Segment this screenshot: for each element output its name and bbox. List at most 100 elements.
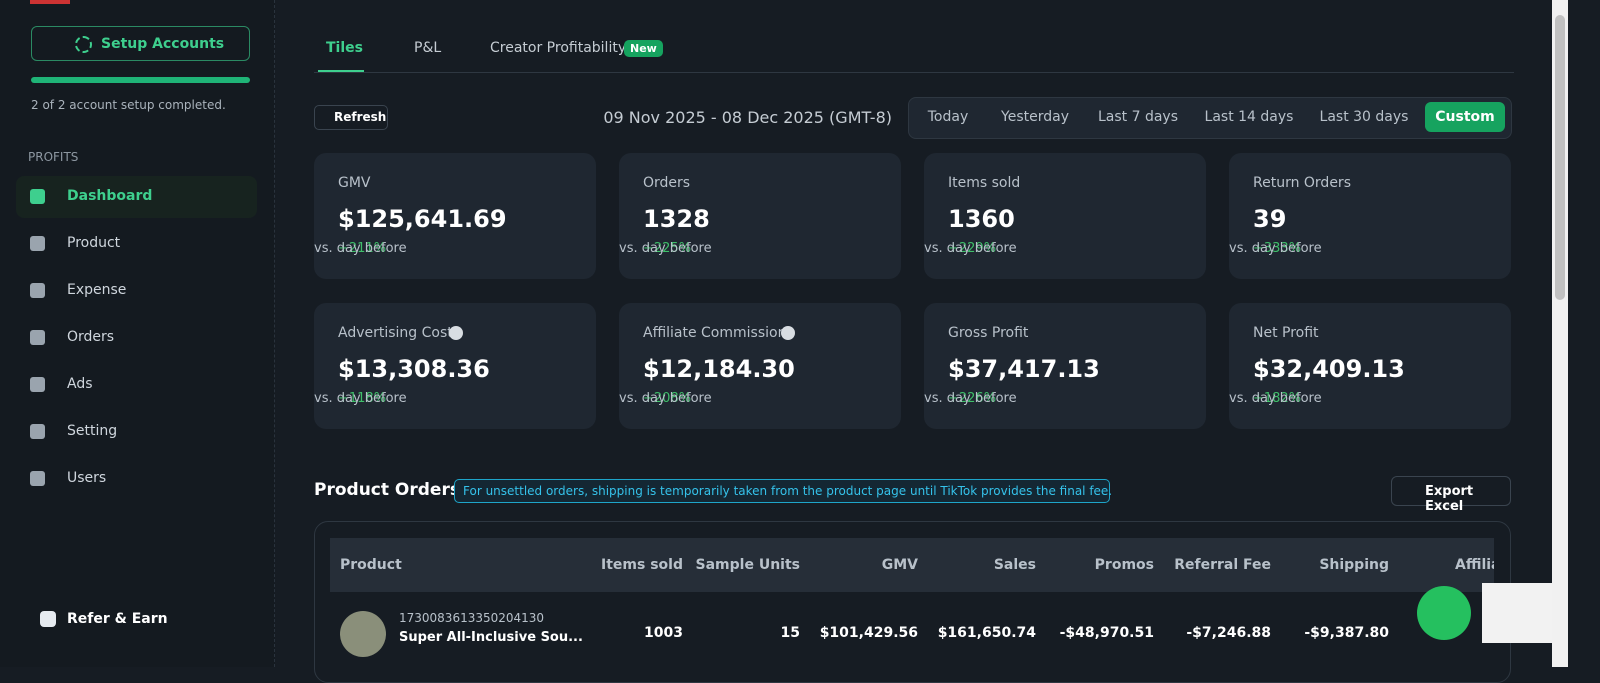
metric-change: +225% — [643, 241, 692, 256]
nav-label: Product — [67, 235, 121, 251]
metric-tile: Net Profit $32,409.13 +182% vs. day before — [1229, 303, 1511, 429]
metric-compare: vs. day before — [924, 241, 1017, 256]
metric-value: $37,417.13 — [948, 355, 1100, 383]
export-label: Export Excel — [1425, 484, 1474, 514]
nav-icon — [30, 236, 45, 251]
nav-item[interactable]: Expense — [16, 270, 257, 312]
metric-tile: GMV $125,641.69 +211% vs. day before — [314, 153, 596, 279]
tab[interactable]: P&L — [414, 40, 442, 56]
range-option[interactable]: Last 30 days — [1319, 109, 1409, 125]
metric-compare: vs. day before — [1229, 241, 1322, 256]
nav-icon — [30, 283, 45, 298]
metric-label: Advertising Cost — [338, 325, 453, 341]
table-cell: 15 — [780, 625, 800, 641]
metric-compare: vs. day before — [314, 391, 407, 406]
metric-compare: vs. day before — [314, 241, 407, 256]
nav-icon — [30, 189, 45, 204]
metric-compare: vs. day before — [1229, 391, 1322, 406]
range-group — [908, 97, 1512, 139]
product-name: Super All-Inclusive Sou... — [399, 630, 583, 645]
table-header-cell: Items sold — [601, 557, 683, 573]
nav-item[interactable]: Product — [16, 223, 257, 265]
export-button[interactable]: Export Excel — [1391, 476, 1511, 514]
note: For unsettled orders, shipping is tempor… — [454, 479, 1113, 503]
note-text: For unsettled orders, shipping is tempor… — [463, 484, 1113, 498]
metric-label: Orders — [643, 175, 691, 191]
metric-compare: vs. day before — [619, 241, 712, 256]
metric-change: +118% — [338, 391, 387, 406]
nav-icon — [30, 330, 45, 345]
metric-value: $13,308.36 — [338, 355, 490, 383]
setup-icon — [75, 36, 92, 53]
tab[interactable]: Tiles — [326, 40, 363, 56]
metric-value: 1360 — [948, 205, 1015, 233]
nav-icon — [30, 424, 45, 439]
metric-compare: vs. day before — [619, 391, 712, 406]
nav-label: Dashboard — [67, 188, 153, 204]
metric-label: GMV — [338, 175, 371, 191]
table-header-cell: Sales — [993, 557, 1036, 573]
tab-divider — [314, 72, 1514, 73]
table-header-cell: Product — [340, 557, 402, 573]
metric-value: $125,641.69 — [338, 205, 507, 233]
range-option[interactable]: Custom — [1435, 109, 1495, 125]
info-icon — [781, 326, 795, 340]
table-cell: -$48,970.51 — [1059, 625, 1154, 641]
table-header — [330, 538, 1494, 592]
metric-compare: vs. day before — [924, 391, 1017, 406]
table-header-cell: Sample Units — [695, 557, 800, 573]
nav-label: Orders — [67, 329, 115, 345]
setup-status: 2 of 2 account setup completed. — [31, 98, 226, 112]
metric-tile: Gross Profit $37,417.13 +226% vs. day befor… — [924, 303, 1206, 429]
whatsapp-button[interactable] — [1417, 586, 1471, 640]
range-option[interactable]: Last 7 days — [1097, 109, 1179, 125]
range-option[interactable]: Today — [927, 109, 969, 125]
table-cell: $161,650.74 — [937, 625, 1036, 641]
refresh-button[interactable]: Refresh — [314, 105, 388, 130]
metric-tile: Return Orders 39 +333% vs. day before — [1229, 153, 1511, 279]
metric-label: Return Orders — [1253, 175, 1351, 191]
range-active-bg — [1425, 102, 1505, 132]
metric-label: Affiliate Commission — [643, 325, 787, 341]
metric-change: +229% — [948, 241, 997, 256]
metric-change: +226% — [948, 391, 997, 406]
nav-item[interactable]: Users — [16, 458, 257, 500]
product-thumbnail — [340, 611, 386, 657]
info-icon — [449, 326, 463, 340]
range-option[interactable]: Last 14 days — [1204, 109, 1294, 125]
setup-button[interactable]: Setup Accounts — [31, 26, 250, 61]
metric-tile: Orders 1328 +225% vs. day before — [619, 153, 901, 279]
metric-change: +208% — [643, 391, 692, 406]
nav-item[interactable]: Orders — [16, 317, 257, 359]
metric-tile: Advertising Cost $13,308.36 +118% vs. day b… — [314, 303, 596, 429]
refer-link[interactable]: Refer & Earn — [67, 611, 168, 627]
refresh-label: Refresh — [334, 110, 387, 124]
metric-label: Items sold — [948, 175, 1021, 191]
tab-badge: New — [624, 40, 663, 57]
nav-label: Expense — [67, 282, 127, 298]
nav-item[interactable]: Dashboard — [16, 176, 257, 218]
table-cell: $101,429.56 — [819, 625, 918, 641]
nav-label: Ads — [67, 376, 93, 392]
table-header-cell: Shipping — [1319, 557, 1389, 573]
range-option[interactable]: Yesterday — [1001, 109, 1069, 125]
table-cell: -$9,387.80 — [1304, 625, 1389, 641]
date-range: 09 Nov 2025 - 08 Dec 2025 (GMT-8) — [603, 108, 892, 127]
tab-underline — [318, 70, 364, 72]
table-header-cell: Referral Fee — [1174, 557, 1271, 573]
table-header-cell: Promos — [1094, 557, 1154, 573]
nav-icon — [30, 471, 45, 486]
table-cell: -$7,246.88 — [1186, 625, 1271, 641]
metric-label: Net Profit — [1253, 325, 1319, 341]
nav-item[interactable]: Setting — [16, 411, 257, 453]
nav-item[interactable]: Ads — [16, 364, 257, 406]
tab[interactable]: Creator Profitability — [490, 40, 627, 56]
table-cell: 1003 — [644, 625, 683, 641]
table-header-cell: Affiliate — [1455, 557, 1494, 573]
nav-icon — [30, 377, 45, 392]
scroll-thumb — [1555, 15, 1565, 300]
recaptcha — [1482, 583, 1552, 643]
product-id: 1730083613350204130 — [399, 611, 545, 625]
metric-value: 1328 — [643, 205, 710, 233]
section-title: Product Orders — [314, 480, 460, 500]
